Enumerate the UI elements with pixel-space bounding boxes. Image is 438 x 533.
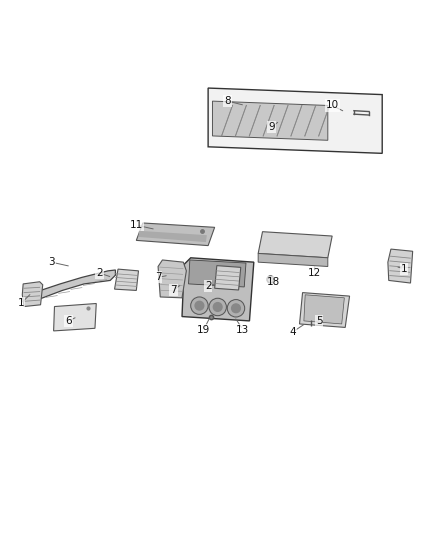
- Text: 18: 18: [267, 277, 280, 287]
- Text: 4: 4: [290, 327, 296, 337]
- Polygon shape: [212, 101, 328, 140]
- Polygon shape: [182, 258, 254, 321]
- Polygon shape: [136, 223, 215, 246]
- Polygon shape: [188, 260, 246, 287]
- Text: 7: 7: [155, 272, 161, 282]
- Polygon shape: [158, 260, 186, 298]
- Polygon shape: [31, 270, 116, 302]
- Polygon shape: [22, 282, 43, 306]
- Text: 10: 10: [325, 100, 339, 110]
- Circle shape: [209, 298, 226, 316]
- Text: 2: 2: [205, 281, 212, 291]
- Text: 8: 8: [224, 96, 231, 106]
- Polygon shape: [115, 269, 138, 290]
- Text: 11: 11: [130, 220, 143, 230]
- Polygon shape: [300, 293, 350, 327]
- Text: 19: 19: [197, 325, 210, 335]
- Circle shape: [227, 300, 245, 317]
- Text: 1: 1: [401, 264, 407, 273]
- Polygon shape: [388, 249, 413, 283]
- Circle shape: [191, 297, 208, 314]
- Text: 6: 6: [66, 316, 72, 326]
- Polygon shape: [304, 295, 344, 324]
- Polygon shape: [53, 303, 96, 331]
- Text: 13: 13: [237, 325, 250, 335]
- Text: 5: 5: [316, 316, 322, 326]
- Circle shape: [195, 301, 204, 310]
- Text: 2: 2: [96, 268, 102, 278]
- Text: 9: 9: [268, 122, 275, 132]
- Polygon shape: [208, 88, 382, 154]
- Text: 12: 12: [308, 268, 321, 278]
- Text: 7: 7: [170, 286, 177, 295]
- Circle shape: [213, 303, 222, 311]
- Polygon shape: [215, 265, 241, 290]
- Circle shape: [232, 304, 240, 313]
- Polygon shape: [258, 232, 332, 258]
- Text: 3: 3: [48, 257, 55, 267]
- Polygon shape: [258, 254, 328, 266]
- Text: 1: 1: [18, 298, 24, 309]
- Polygon shape: [138, 231, 207, 242]
